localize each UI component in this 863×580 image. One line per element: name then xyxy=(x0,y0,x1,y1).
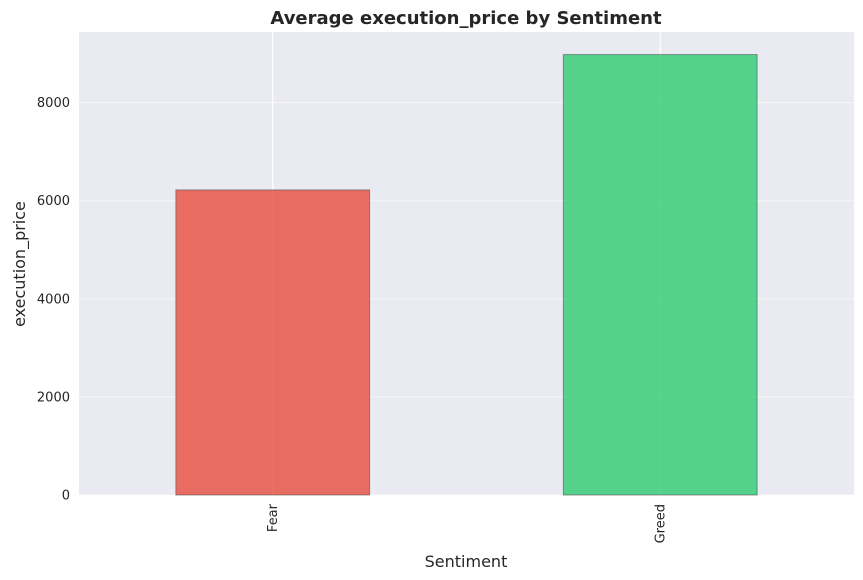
x-axis-label: Sentiment xyxy=(425,552,508,571)
y-tick-label: 4000 xyxy=(37,292,70,307)
y-tick-label: 8000 xyxy=(37,96,70,111)
y-tick-label: 6000 xyxy=(37,194,70,209)
bar-greed xyxy=(562,54,758,496)
y-tick-label: 2000 xyxy=(37,390,70,405)
x-tick-labels: Fear Greed xyxy=(266,503,669,543)
bars xyxy=(175,54,758,496)
chart-title: Average execution_price by Sentiment xyxy=(270,8,662,29)
x-tick-label: Fear xyxy=(266,503,281,532)
y-tick-labels: 0 2000 4000 6000 8000 xyxy=(37,96,70,503)
bar-fear xyxy=(175,189,371,496)
y-axis-label: execution_price xyxy=(10,201,30,327)
y-tick-label: 0 xyxy=(62,489,70,504)
x-tick-label: Greed xyxy=(653,504,668,543)
